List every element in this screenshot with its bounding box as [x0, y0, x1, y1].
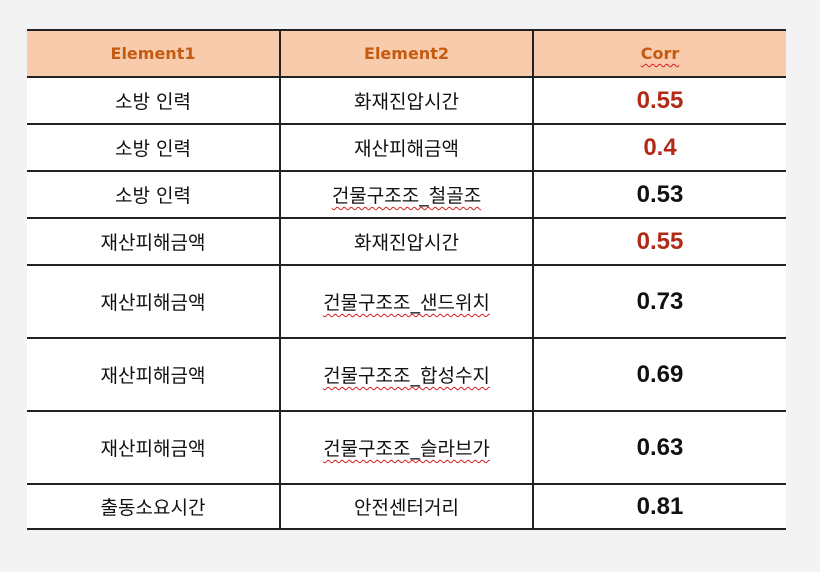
cell-corr: 0.81 [532, 484, 786, 530]
cell-element1: 재산피해금액 [27, 218, 280, 266]
cell-corr: 0.53 [532, 171, 786, 219]
cell-corr: 0.55 [532, 218, 786, 266]
cell-element2-text: 건물구조조_합성수지 [323, 365, 490, 387]
cell-corr: 0.63 [532, 411, 786, 485]
correlation-table-container: Element1 Element2 Corr 소방 인력 화재진압시간 0.55… [27, 29, 786, 530]
table-row: 소방 인력 재산피해금액 0.4 [27, 124, 786, 172]
cell-element2-text: 건물구조조_슬라브가 [323, 438, 490, 460]
header-corr: Corr [532, 29, 786, 78]
cell-element2: 화재진압시간 [279, 218, 533, 266]
cell-element2: 재산피해금액 [279, 124, 533, 172]
cell-element1: 소방 인력 [27, 77, 280, 125]
table-row: 재산피해금액 건물구조조_샌드위치 0.73 [27, 265, 786, 339]
cell-element2: 건물구조조_슬라브가 [279, 411, 533, 485]
cell-element1: 소방 인력 [27, 124, 280, 172]
header-element2: Element2 [279, 29, 533, 78]
table-row: 재산피해금액 건물구조조_합성수지 0.69 [27, 338, 786, 412]
table-header-row: Element1 Element2 Corr [27, 29, 786, 78]
cell-element2: 안전센터거리 [279, 484, 533, 530]
cell-corr: 0.55 [532, 77, 786, 125]
header-element1: Element1 [27, 29, 280, 78]
cell-element2: 건물구조조_합성수지 [279, 338, 533, 412]
cell-element1: 재산피해금액 [27, 338, 280, 412]
cell-element2-text: 건물구조조_샌드위치 [323, 292, 490, 314]
cell-element1: 재산피해금액 [27, 411, 280, 485]
cell-corr: 0.69 [532, 338, 786, 412]
cell-element2: 건물구조조_철골조 [279, 171, 533, 219]
table-row: 소방 인력 화재진압시간 0.55 [27, 77, 786, 125]
cell-element2: 건물구조조_샌드위치 [279, 265, 533, 339]
table-row: 출동소요시간 안전센터거리 0.81 [27, 484, 786, 530]
cell-corr: 0.73 [532, 265, 786, 339]
table-row: 소방 인력 건물구조조_철골조 0.53 [27, 171, 786, 219]
cell-element1: 재산피해금액 [27, 265, 280, 339]
header-corr-label: Corr [640, 44, 680, 63]
cell-element2-text: 건물구조조_철골조 [331, 185, 482, 207]
cell-element1: 출동소요시간 [27, 484, 280, 530]
table-row: 재산피해금액 화재진압시간 0.55 [27, 218, 786, 266]
cell-element2: 화재진압시간 [279, 77, 533, 125]
correlation-table: Element1 Element2 Corr 소방 인력 화재진압시간 0.55… [27, 29, 786, 530]
cell-element1: 소방 인력 [27, 171, 280, 219]
table-row: 재산피해금액 건물구조조_슬라브가 0.63 [27, 411, 786, 485]
cell-corr: 0.4 [532, 124, 786, 172]
